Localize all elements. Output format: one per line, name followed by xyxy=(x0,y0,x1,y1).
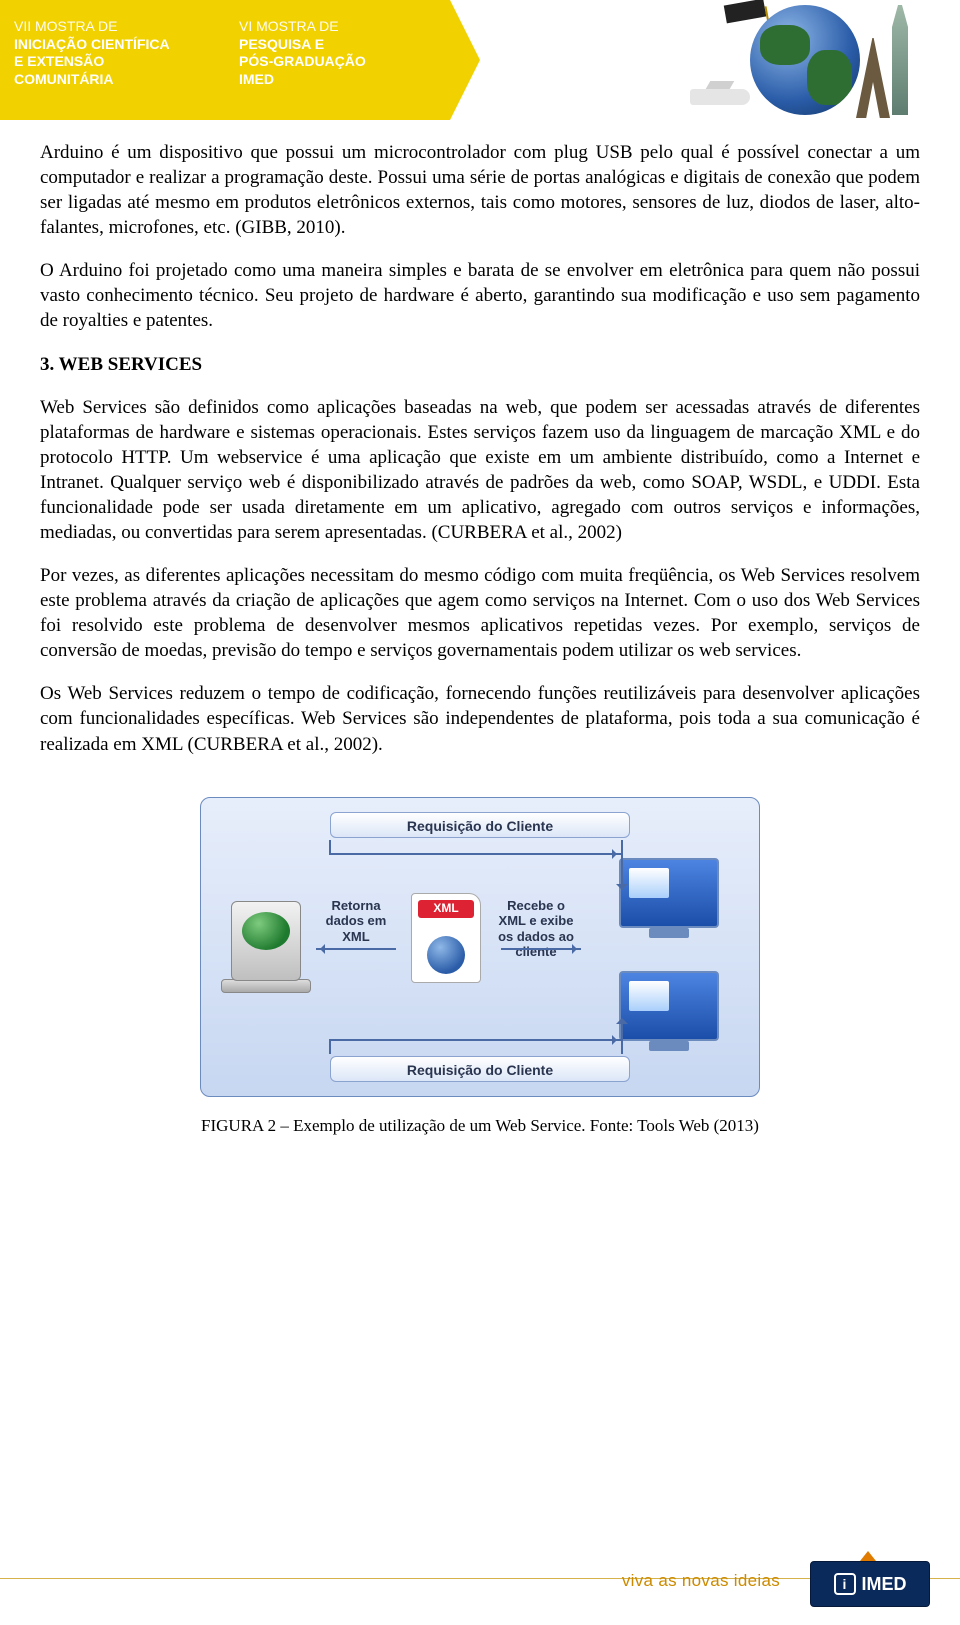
server-box-icon xyxy=(231,901,301,981)
header-arrow-shape xyxy=(450,0,480,120)
hdr2-line3: PÓS-GRADUAÇÃO xyxy=(239,53,436,71)
hdr2-line4: IMED xyxy=(239,71,436,89)
footer-triangle-icon xyxy=(860,1551,876,1561)
hdr1-line1: VII MOSTRA DE xyxy=(14,18,211,36)
footer-logo-text: IMED xyxy=(862,1574,907,1595)
figure-2-caption: FIGURA 2 – Exemplo de utilização de um W… xyxy=(40,1115,920,1137)
arrow-head-icon xyxy=(616,1012,628,1024)
hdr1-line4: COMUNITÁRIA xyxy=(14,71,211,89)
xml-badge-text: XML xyxy=(412,901,480,917)
page-body: Arduino é um dispositivo que possui um m… xyxy=(0,120,960,1317)
gradcap-icon xyxy=(724,0,767,23)
section-heading-webservices: 3. WEB SERVICES xyxy=(40,352,920,377)
paragraph-ws-1: Web Services são definidos como aplicaçõ… xyxy=(40,395,920,545)
plane-icon xyxy=(690,89,750,105)
fig-bottom-request-label: Requisição do Cliente xyxy=(330,1056,630,1082)
hdr1-line2: INICIAÇÃO CIENTÍFICA xyxy=(14,36,211,54)
arrow-head-icon xyxy=(616,884,628,896)
xml-document-icon: XML xyxy=(411,893,481,983)
header-col-1: VII MOSTRA DE INICIAÇÃO CIENTÍFICA E EXT… xyxy=(0,0,225,120)
fig-server-left xyxy=(231,901,311,993)
fig-top-request-label: Requisição do Cliente xyxy=(330,812,630,838)
arrow-receive-xml xyxy=(501,948,581,950)
hdr2-line2: PESQUISA E xyxy=(239,36,436,54)
footer-logo: i IMED xyxy=(810,1561,930,1607)
paragraph-ws-3: Os Web Services reduzem o tempo de codif… xyxy=(40,681,920,756)
arrow-top-request xyxy=(331,853,621,855)
footer-slogan: viva as novas ideias xyxy=(622,1571,780,1591)
globe-icon xyxy=(750,5,860,115)
eiffel-icon xyxy=(856,38,890,118)
arrow-segment xyxy=(329,1039,331,1054)
figure-2-wrap: Requisição do Cliente Requisição do Clie… xyxy=(40,797,920,1137)
fig-return-label: Retorna dados em XML xyxy=(321,898,391,945)
hdr1-line3: E EXTENSÃO xyxy=(14,53,211,71)
arrow-segment xyxy=(621,1019,623,1054)
arrow-bottom-request xyxy=(331,1039,621,1041)
paragraph-arduino-2: O Arduino foi projetado como uma maneira… xyxy=(40,258,920,333)
server-base-icon xyxy=(221,979,311,993)
header-col-2: VI MOSTRA DE PESQUISA E PÓS-GRADUAÇÃO IM… xyxy=(225,0,450,120)
header-banner: VII MOSTRA DE INICIAÇÃO CIENTÍFICA E EXT… xyxy=(0,0,960,120)
fig-receive-label: Recebe o XML e exibe os dados ao cliente xyxy=(496,898,576,960)
header-yellow-block: VII MOSTRA DE INICIAÇÃO CIENTÍFICA E EXT… xyxy=(0,0,450,120)
arrow-segment xyxy=(621,840,623,890)
header-illustration xyxy=(600,0,950,120)
page-footer: viva as novas ideias i IMED xyxy=(0,1555,960,1625)
arrow-return-xml xyxy=(316,948,396,950)
paragraph-arduino-1: Arduino é um dispositivo que possui um m… xyxy=(40,140,920,240)
paragraph-ws-2: Por vezes, as diferentes aplicações nece… xyxy=(40,563,920,663)
client-monitor-top-icon xyxy=(619,858,719,928)
hdr2-line1: VI MOSTRA DE xyxy=(239,18,436,36)
footer-logo-icon: i xyxy=(834,1573,856,1595)
client-monitor-bottom-icon xyxy=(619,971,719,1041)
figure-2-diagram: Requisição do Cliente Requisição do Clie… xyxy=(200,797,760,1097)
